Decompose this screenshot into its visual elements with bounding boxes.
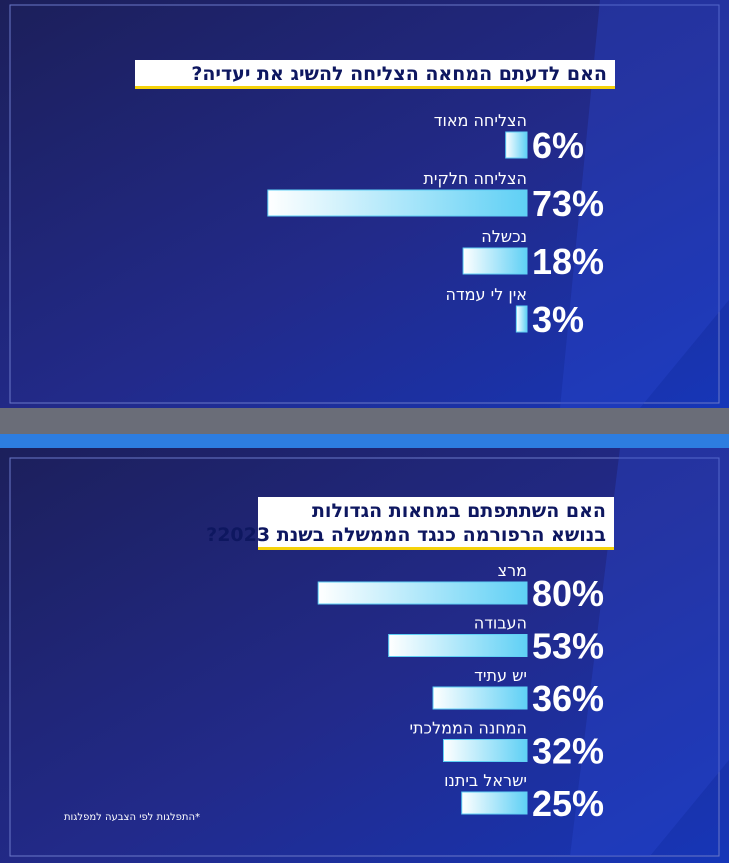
category-label: המחנה הממלכתי <box>409 719 527 738</box>
category-label: אין לי עמדה <box>445 285 527 304</box>
bar <box>317 581 528 605</box>
panel-frame <box>9 4 720 404</box>
bar <box>442 739 528 762</box>
chart-title: בנושא הרפורמה כנגד הממשלה בשנת 2023? <box>206 524 606 546</box>
category-label: ישראל ביתנו <box>444 771 527 790</box>
value-label: 53% <box>532 626 604 667</box>
bar <box>505 131 528 159</box>
category-label: נכשלה <box>481 227 527 246</box>
title-underline <box>258 547 614 550</box>
value-label: 80% <box>532 573 604 614</box>
value-label: 3% <box>532 299 584 340</box>
value-label: 18% <box>532 241 604 282</box>
title-underline <box>135 86 615 89</box>
category-label: מרצ <box>498 561 527 580</box>
bar <box>432 686 528 710</box>
chart-title: האם לדעתם המחאה הצליחה להשיג את יעדיה? <box>191 63 607 85</box>
panel-strip <box>0 434 729 448</box>
category-label: הצליחה חלקית <box>423 169 527 188</box>
bar <box>462 247 528 275</box>
value-label: 32% <box>532 731 604 772</box>
bar <box>461 791 528 815</box>
bar <box>267 189 528 217</box>
category-label: הצליחה מאוד <box>434 111 527 130</box>
category-label: יש עתיד <box>474 666 527 685</box>
value-label: 6% <box>532 125 584 166</box>
decoration <box>560 0 729 408</box>
value-label: 25% <box>532 783 604 824</box>
chart-title: האם השתתפתם במחאות הגדולות <box>312 500 606 522</box>
title-box <box>135 60 615 86</box>
value-label: 73% <box>532 183 604 224</box>
panel-frame <box>9 457 720 857</box>
value-label: 36% <box>532 678 604 719</box>
footnote: *התפלגות לפי הצבעה למפלגות <box>64 812 200 823</box>
title-box <box>258 497 614 547</box>
bar <box>515 305 528 333</box>
bar <box>388 634 528 657</box>
category-label: העבודה <box>474 614 527 633</box>
